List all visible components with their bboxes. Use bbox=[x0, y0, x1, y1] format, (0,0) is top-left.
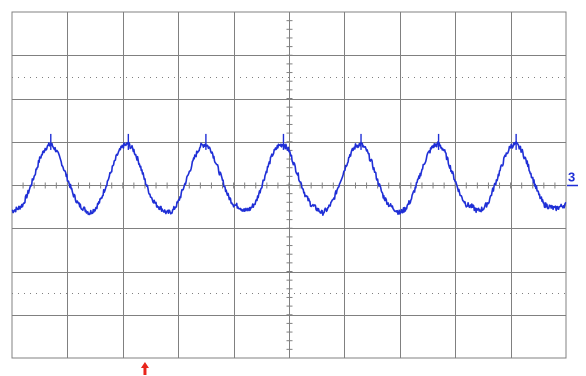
graticule bbox=[11, 11, 567, 359]
markers: 3 bbox=[140, 170, 578, 375]
trigger-position-icon bbox=[140, 362, 149, 375]
trigger-arrow-head bbox=[140, 362, 149, 368]
channel-3-label: 3 bbox=[568, 170, 575, 185]
waveform-trace bbox=[11, 133, 567, 216]
series-line bbox=[11, 140, 567, 216]
trigger-arrow-stem bbox=[143, 367, 147, 375]
